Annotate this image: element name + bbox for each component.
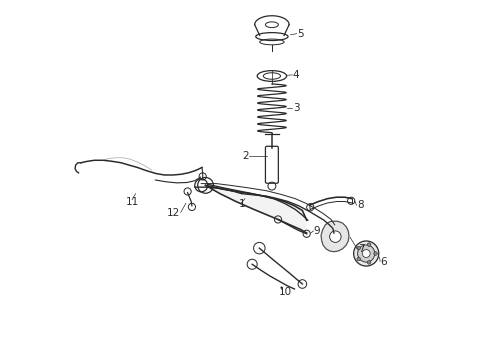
Text: 3: 3	[293, 103, 299, 113]
Text: 4: 4	[293, 70, 299, 80]
Text: 10: 10	[279, 287, 292, 297]
Text: 2: 2	[242, 150, 248, 161]
Circle shape	[357, 246, 361, 250]
Text: 1: 1	[239, 199, 245, 210]
Polygon shape	[205, 185, 307, 233]
Circle shape	[368, 243, 371, 247]
Text: 5: 5	[297, 29, 304, 39]
Circle shape	[368, 261, 371, 264]
Circle shape	[330, 231, 341, 242]
Circle shape	[357, 257, 361, 261]
Text: 9: 9	[314, 226, 320, 236]
Text: 8: 8	[357, 200, 364, 210]
Ellipse shape	[354, 241, 379, 266]
Text: 7: 7	[358, 244, 365, 254]
Text: 11: 11	[126, 197, 139, 207]
Polygon shape	[321, 221, 349, 252]
Circle shape	[374, 252, 377, 255]
Text: 6: 6	[381, 257, 387, 267]
Ellipse shape	[362, 249, 370, 257]
Ellipse shape	[358, 245, 375, 262]
Text: 12: 12	[167, 208, 180, 218]
